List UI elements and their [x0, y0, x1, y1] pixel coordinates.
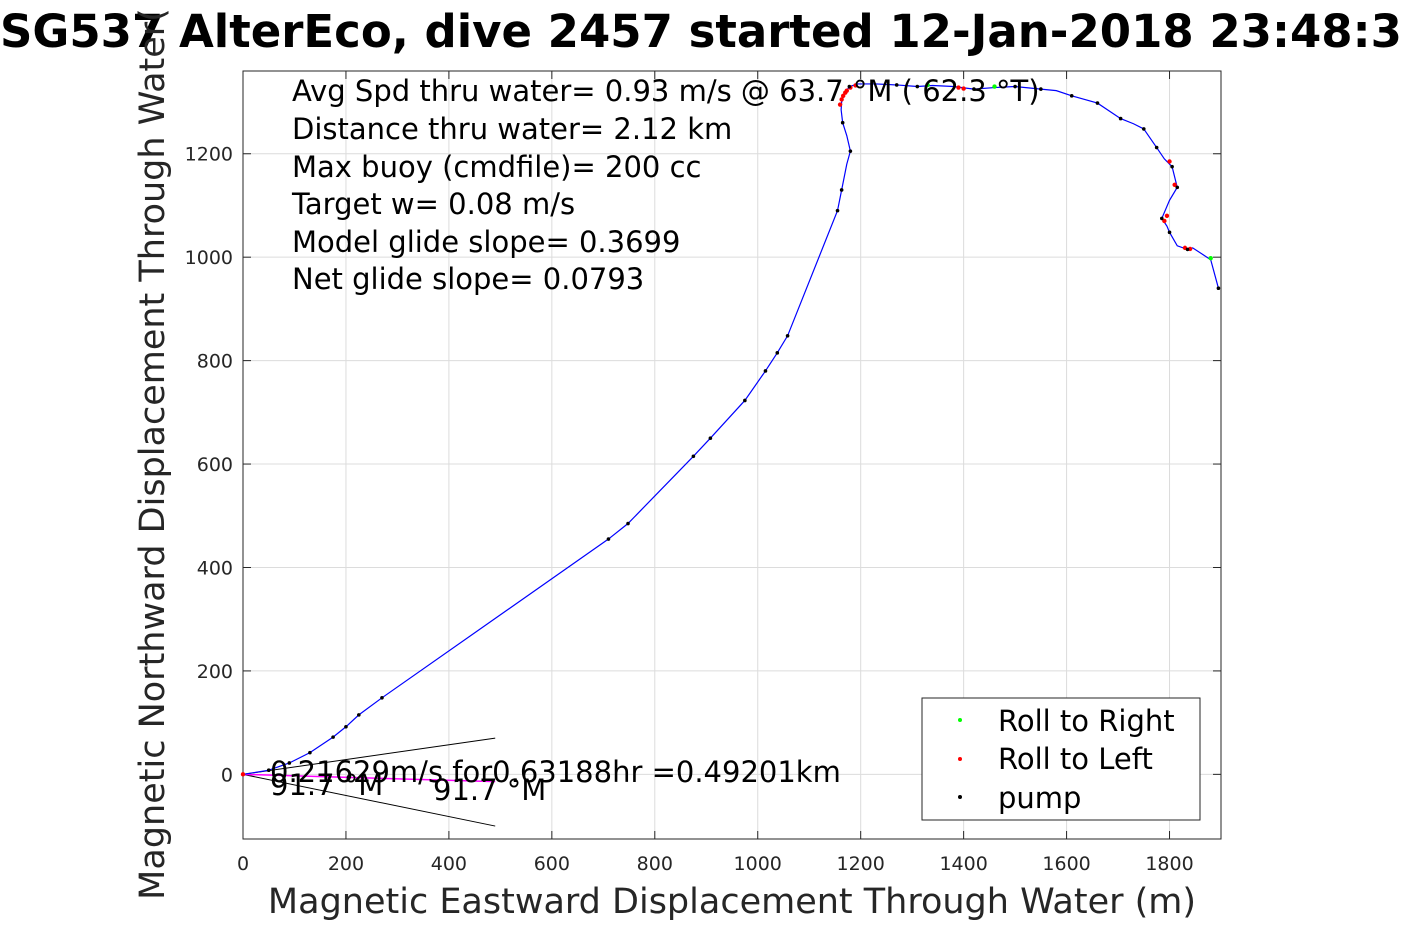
marker-pump: [344, 724, 348, 729]
annotation-model-glide: Model glide slope= 0.3699: [292, 225, 680, 259]
marker-pump: [357, 713, 361, 717]
marker-pump: [835, 208, 840, 213]
heading-label-right: 91.7 °M: [433, 773, 546, 807]
x-tick-label: 400: [431, 853, 467, 875]
marker-pump: [785, 333, 790, 338]
marker-pump: [1039, 87, 1043, 91]
marker-pump: [691, 454, 696, 459]
marker-roll-left: [1172, 182, 1177, 187]
legend-label-pump: pump: [998, 781, 1081, 815]
marker-pump: [848, 149, 853, 153]
marker-roll-left: [853, 83, 858, 88]
marker-roll-left: [956, 85, 961, 90]
legend-box: [921, 697, 1201, 821]
uncertainty-cone: [242, 737, 496, 827]
marker-pump: [775, 351, 780, 355]
marker-roll-left: [844, 88, 849, 93]
marker-pump: [839, 188, 844, 192]
x-tick-label: 800: [637, 853, 673, 875]
x-tick-label: 200: [328, 853, 364, 875]
marker-roll-left: [961, 86, 966, 91]
marker-roll-right: [1208, 256, 1213, 261]
legend-marker-roll-left: [958, 757, 962, 761]
marker-roll-left: [1164, 213, 1170, 219]
marker-pump: [763, 369, 768, 373]
annotation-max-buoy: Max buoy (cmdfile)= 200 cc: [292, 150, 701, 184]
marker-roll-right: [925, 82, 930, 88]
heading-label-left: 91.7 °M: [270, 768, 383, 802]
track-lines: [242, 83, 1220, 775]
x-tick-label: 1800: [1145, 853, 1193, 875]
y-tick-label: 1000: [185, 247, 233, 269]
marker-roll-left: [837, 102, 843, 107]
marker-pump: [1185, 247, 1190, 252]
marker-pump: [308, 750, 312, 755]
y-tick-label: 1200: [185, 144, 233, 166]
x-tick-label: 1600: [1042, 853, 1090, 875]
y-tick-label: 600: [197, 454, 233, 476]
current-label: 0.21629m/s for0.63188hr =0.49201km: [270, 755, 841, 789]
marker-pump: [1175, 185, 1180, 190]
x-tick-label: 600: [534, 853, 570, 875]
marker-roll-right: [992, 84, 997, 89]
marker-pump: [266, 768, 271, 773]
cone-upper-line: [242, 737, 496, 775]
annotation-distance: Distance thru water= 2.12 km: [292, 112, 732, 146]
marker-pump: [972, 87, 976, 91]
x-tick-label: 0: [237, 853, 249, 875]
marker-pump: [1216, 286, 1221, 291]
marker-pump: [915, 84, 920, 89]
annotation-block: Avg Spd thru water= 0.93 m/s @ 63.7 °M (…: [291, 74, 1040, 296]
marker-pump: [1118, 116, 1123, 121]
legend-marker-pump: [958, 795, 962, 799]
marker-pump: [331, 735, 335, 739]
marker-roll-left: [839, 97, 844, 102]
axis-ticks: 0 200 400 600 800 1000 1200 1400 1600 1800 0 200 400…: [185, 71, 1221, 875]
x-tick-label: 1000: [734, 853, 782, 875]
y-tick-label: 400: [197, 557, 233, 579]
plot-frame: [242, 70, 1222, 840]
marker-pump: [743, 398, 747, 403]
y-tick-label: 800: [197, 351, 233, 373]
cone-lower-line: [242, 773, 496, 827]
marker-pump: [1170, 164, 1174, 169]
chart-title: SG537 AlterEco, dive 2457 started 12-Jan…: [0, 5, 1402, 58]
marker-pump: [1154, 145, 1159, 150]
y-tick-label: 200: [197, 661, 233, 683]
legend: Roll to Right Roll to Left pump: [921, 697, 1201, 821]
marker-pump: [894, 83, 899, 87]
marker-pump: [1095, 101, 1100, 105]
x-axis-label: Magnetic Eastward Displacement Through W…: [268, 882, 1196, 922]
marker-pump: [626, 521, 630, 526]
track-markers: [240, 82, 1221, 777]
marker-pump: [847, 84, 852, 89]
current-vector-line: [242, 773, 496, 783]
marker-pump: [1160, 216, 1164, 221]
legend-label-roll-left: Roll to Left: [998, 742, 1153, 776]
x-tick-label: 1200: [837, 853, 885, 875]
marker-pump: [380, 696, 384, 700]
marker-pump: [1069, 94, 1074, 98]
marker-pump: [1013, 84, 1017, 89]
annotation-net-glide: Net glide slope= 0.0793: [292, 262, 644, 296]
marker-pump: [708, 436, 713, 440]
marker-pump: [287, 761, 292, 765]
annotation-target-w: Target w= 0.08 m/s: [291, 187, 575, 221]
legend-marker-roll-right: [958, 718, 962, 722]
marker-roll-left: [840, 93, 846, 99]
series-line-track: [242, 83, 1220, 775]
marker-roll-left: [1162, 218, 1167, 224]
marker-origin: [240, 772, 246, 777]
marker-pump: [840, 120, 845, 125]
y-axis-label: Magnetic Northward Displacement Through …: [133, 8, 173, 900]
legend-label-roll-right: Roll to Right: [998, 704, 1175, 738]
annotation-avg-speed: Avg Spd thru water= 0.93 m/s @ 63.7 °M (…: [292, 74, 1040, 108]
marker-pump: [1167, 230, 1172, 235]
marker-pump: [606, 537, 611, 541]
y-tick-label: 0: [221, 764, 233, 786]
marker-roll-left: [1167, 159, 1172, 164]
marker-pump: [1141, 127, 1146, 131]
x-tick-label: 1400: [939, 853, 987, 875]
